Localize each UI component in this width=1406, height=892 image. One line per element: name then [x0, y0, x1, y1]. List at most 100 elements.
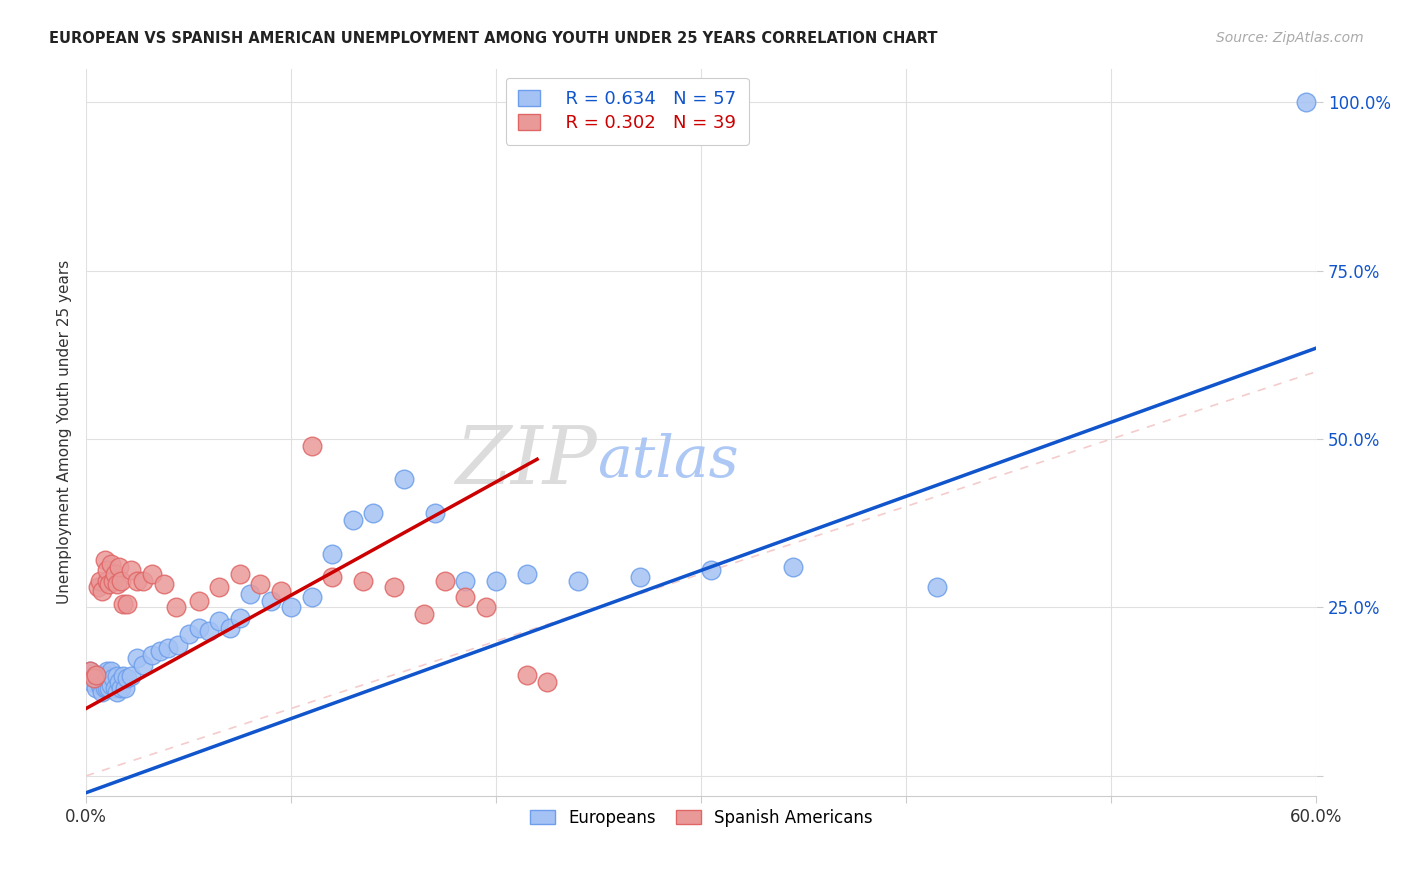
- Point: [100, 665, 122, 679]
- Point: [149, 644, 172, 658]
- Point: [361, 506, 384, 520]
- Point: [229, 566, 252, 581]
- Point: [101, 574, 124, 588]
- Point: [120, 669, 142, 683]
- Point: [700, 563, 723, 577]
- Point: [105, 577, 128, 591]
- Point: [101, 671, 124, 685]
- Point: [229, 610, 252, 624]
- Point: [97, 681, 120, 696]
- Point: [100, 678, 122, 692]
- Point: [259, 593, 281, 607]
- Point: [187, 593, 209, 607]
- Point: [105, 684, 128, 698]
- Point: [536, 674, 558, 689]
- Point: [132, 657, 155, 672]
- Point: [93, 669, 115, 683]
- Point: [239, 587, 262, 601]
- Point: [280, 600, 302, 615]
- Point: [187, 621, 209, 635]
- Point: [352, 574, 374, 588]
- Point: [628, 570, 651, 584]
- Point: [567, 574, 589, 588]
- Point: [82, 674, 104, 689]
- Point: [301, 439, 323, 453]
- Point: [382, 580, 405, 594]
- Point: [104, 681, 127, 696]
- Point: [1295, 95, 1317, 110]
- Point: [153, 577, 176, 591]
- Point: [249, 577, 271, 591]
- Text: EUROPEAN VS SPANISH AMERICAN UNEMPLOYMENT AMONG YOUTH UNDER 25 YEARS CORRELATION: EUROPEAN VS SPANISH AMERICAN UNEMPLOYMEN…: [49, 31, 938, 46]
- Point: [392, 473, 415, 487]
- Point: [87, 671, 110, 685]
- Point: [89, 574, 111, 588]
- Point: [454, 591, 477, 605]
- Point: [86, 681, 108, 696]
- Point: [782, 560, 804, 574]
- Point: [157, 640, 180, 655]
- Point: [91, 684, 114, 698]
- Point: [83, 669, 105, 683]
- Point: [454, 574, 477, 588]
- Point: [167, 638, 190, 652]
- Point: [120, 563, 142, 577]
- Point: [127, 651, 149, 665]
- Y-axis label: Unemployment Among Youth under 25 years: Unemployment Among Youth under 25 years: [58, 260, 72, 605]
- Point: [485, 574, 508, 588]
- Legend: Europeans, Spanish Americans: Europeans, Spanish Americans: [522, 800, 882, 835]
- Point: [141, 566, 163, 581]
- Text: Source: ZipAtlas.com: Source: ZipAtlas.com: [1216, 31, 1364, 45]
- Point: [104, 566, 127, 581]
- Point: [83, 671, 105, 685]
- Point: [93, 681, 115, 696]
- Point: [321, 570, 343, 584]
- Point: [208, 580, 231, 594]
- Point: [342, 513, 364, 527]
- Point: [516, 566, 538, 581]
- Point: [100, 557, 122, 571]
- Text: ZIP: ZIP: [454, 423, 596, 500]
- Point: [97, 577, 120, 591]
- Point: [423, 506, 446, 520]
- Point: [108, 560, 131, 574]
- Point: [114, 681, 136, 696]
- Point: [115, 671, 138, 685]
- Point: [110, 681, 132, 696]
- Point: [301, 591, 323, 605]
- Point: [96, 574, 118, 588]
- Point: [111, 669, 134, 683]
- Point: [108, 674, 131, 689]
- Point: [93, 553, 115, 567]
- Point: [91, 583, 114, 598]
- Point: [270, 583, 292, 598]
- Point: [198, 624, 221, 638]
- Point: [516, 668, 538, 682]
- Text: atlas: atlas: [596, 434, 738, 490]
- Point: [321, 547, 343, 561]
- Point: [177, 627, 200, 641]
- Point: [127, 574, 149, 588]
- Point: [111, 597, 134, 611]
- Point: [79, 665, 101, 679]
- Point: [105, 669, 128, 683]
- Point: [110, 574, 132, 588]
- Point: [433, 574, 456, 588]
- Point: [413, 607, 436, 622]
- Point: [96, 665, 118, 679]
- Point: [96, 563, 118, 577]
- Point: [87, 580, 110, 594]
- Point: [89, 678, 111, 692]
- Point: [91, 671, 114, 685]
- Point: [141, 648, 163, 662]
- Point: [925, 580, 948, 594]
- Point: [89, 668, 111, 682]
- Point: [86, 668, 108, 682]
- Point: [132, 574, 155, 588]
- Point: [97, 669, 120, 683]
- Point: [79, 665, 101, 679]
- Point: [115, 597, 138, 611]
- Point: [475, 600, 498, 615]
- Point: [96, 681, 118, 696]
- Point: [165, 600, 187, 615]
